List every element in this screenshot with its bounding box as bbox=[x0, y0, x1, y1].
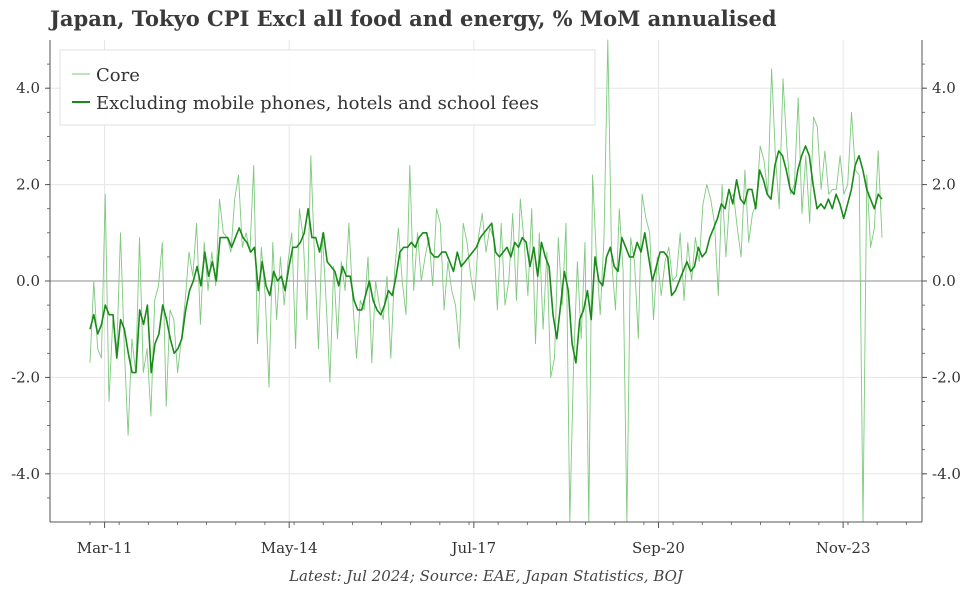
series-line-excluding bbox=[89, 145, 883, 374]
y-tick-label-left: -4.0 bbox=[11, 465, 40, 483]
x-tick-label: Sep-20 bbox=[632, 539, 685, 557]
y-tick-label-right: 2.0 bbox=[932, 176, 956, 194]
legend-label-core: Core bbox=[96, 65, 140, 86]
axes: -4.0 -4.0 -2.0 -2.0 0.0 0.0 2.0 2.0 4.0 4.0 Mar-11… bbox=[11, 40, 961, 557]
y-tick-label-left: -2.0 bbox=[11, 368, 40, 386]
legend-label-excluding: Excluding mobile phones, hotels and scho… bbox=[96, 93, 539, 114]
y-tick-label-right: 4.0 bbox=[932, 79, 956, 97]
y-tick-label-right: -2.0 bbox=[932, 368, 961, 386]
y-tick-label-left: 2.0 bbox=[16, 176, 40, 194]
series-layer bbox=[89, 39, 883, 523]
x-tick-label: Nov-23 bbox=[816, 539, 871, 557]
y-tick-label-right: 0.0 bbox=[932, 272, 956, 290]
legend: Core Excluding mobile phones, hotels and… bbox=[59, 49, 596, 126]
x-tick-label: May-14 bbox=[261, 539, 318, 557]
y-tick-label-left: 0.0 bbox=[16, 272, 40, 290]
y-tick-label-right: -4.0 bbox=[932, 465, 961, 483]
x-tick-label: Jul-17 bbox=[450, 539, 497, 557]
x-tick-label: Mar-11 bbox=[77, 539, 133, 557]
source-footnote: Latest: Jul 2024; Source: EAE, Japan Sta… bbox=[289, 567, 683, 585]
series-line-core bbox=[89, 39, 883, 523]
y-tick-label-left: 4.0 bbox=[16, 79, 40, 97]
chart-title: Japan, Tokyo CPI Excl all food and energ… bbox=[50, 6, 777, 31]
legend-box bbox=[59, 49, 596, 126]
